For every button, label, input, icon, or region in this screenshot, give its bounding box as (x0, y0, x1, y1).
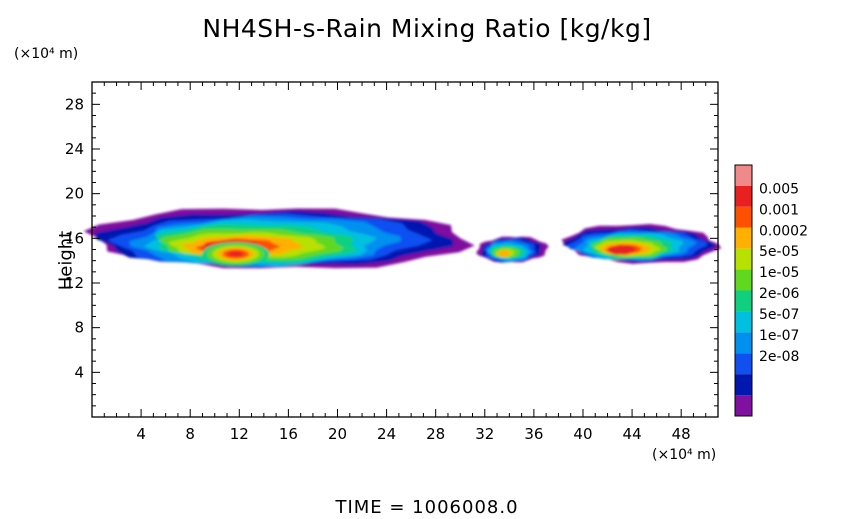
colorbar-label: 2e-08 (759, 349, 799, 365)
colorbar-swatch (735, 227, 752, 249)
chart-title: NH4SH-s-Rain Mixing Ratio [kg/kg] (202, 14, 652, 43)
y-tick-label: 8 (74, 319, 84, 337)
colorbar-label: 1e-07 (759, 328, 799, 344)
x-tick-label: 8 (185, 425, 195, 443)
y-tick-label: 20 (65, 185, 84, 203)
colorbar-swatch (735, 185, 752, 207)
colorbar-label: 0.005 (759, 181, 799, 197)
colorbar-label: 1e-05 (759, 265, 799, 281)
colorbar-swatch (735, 165, 752, 186)
x-tick-label: 12 (230, 425, 249, 443)
y-unit-label: (×10⁴ m) (14, 46, 79, 62)
colorbar-label: 0.001 (759, 202, 799, 218)
colorbar-label: 2e-06 (759, 286, 799, 302)
colorbar-swatch (735, 353, 752, 375)
colorbar-swatch (735, 269, 752, 291)
colorbar-label: 5e-07 (759, 307, 799, 323)
colorbar-swatch (735, 332, 752, 354)
x-unit-label: (×10⁴ m) (652, 447, 717, 463)
field-west-band (83, 208, 475, 269)
colorbar-swatch (735, 290, 752, 312)
x-tick-label: 20 (328, 425, 347, 443)
x-tick-label: 24 (377, 425, 396, 443)
colorbar-swatch (735, 311, 752, 333)
colorbar-frame (734, 164, 753, 417)
x-tick-label: 40 (573, 425, 592, 443)
x-tick-label: 44 (623, 425, 642, 443)
colorbar-swatch (735, 374, 752, 396)
x-tick-label: 16 (279, 425, 298, 443)
colorbar-swatch (735, 248, 752, 270)
y-tick-label: 16 (65, 229, 84, 247)
colorbar-label: 5e-05 (759, 244, 799, 260)
x-tick-label: 32 (475, 425, 494, 443)
x-tick-label: 36 (524, 425, 543, 443)
x-tick-label: 28 (426, 425, 445, 443)
field-layer (607, 245, 636, 255)
field-middle-cell (476, 236, 549, 263)
colorbar-swatch (735, 206, 752, 228)
y-tick-label: 28 (65, 95, 84, 113)
y-tick-label: 4 (74, 363, 84, 381)
field-east-band (561, 224, 722, 264)
x-tick-label: 4 (136, 425, 146, 443)
field-layer (498, 250, 510, 258)
y-tick-label: 12 (65, 274, 84, 292)
time-label: TIME = 1006008.0 (335, 497, 519, 518)
field-hotspot (227, 251, 244, 257)
x-tick-label: 48 (672, 425, 691, 443)
colorbar-swatch (735, 395, 752, 416)
y-tick-label: 24 (65, 140, 84, 158)
colorbar-label: 0.0002 (759, 223, 808, 239)
